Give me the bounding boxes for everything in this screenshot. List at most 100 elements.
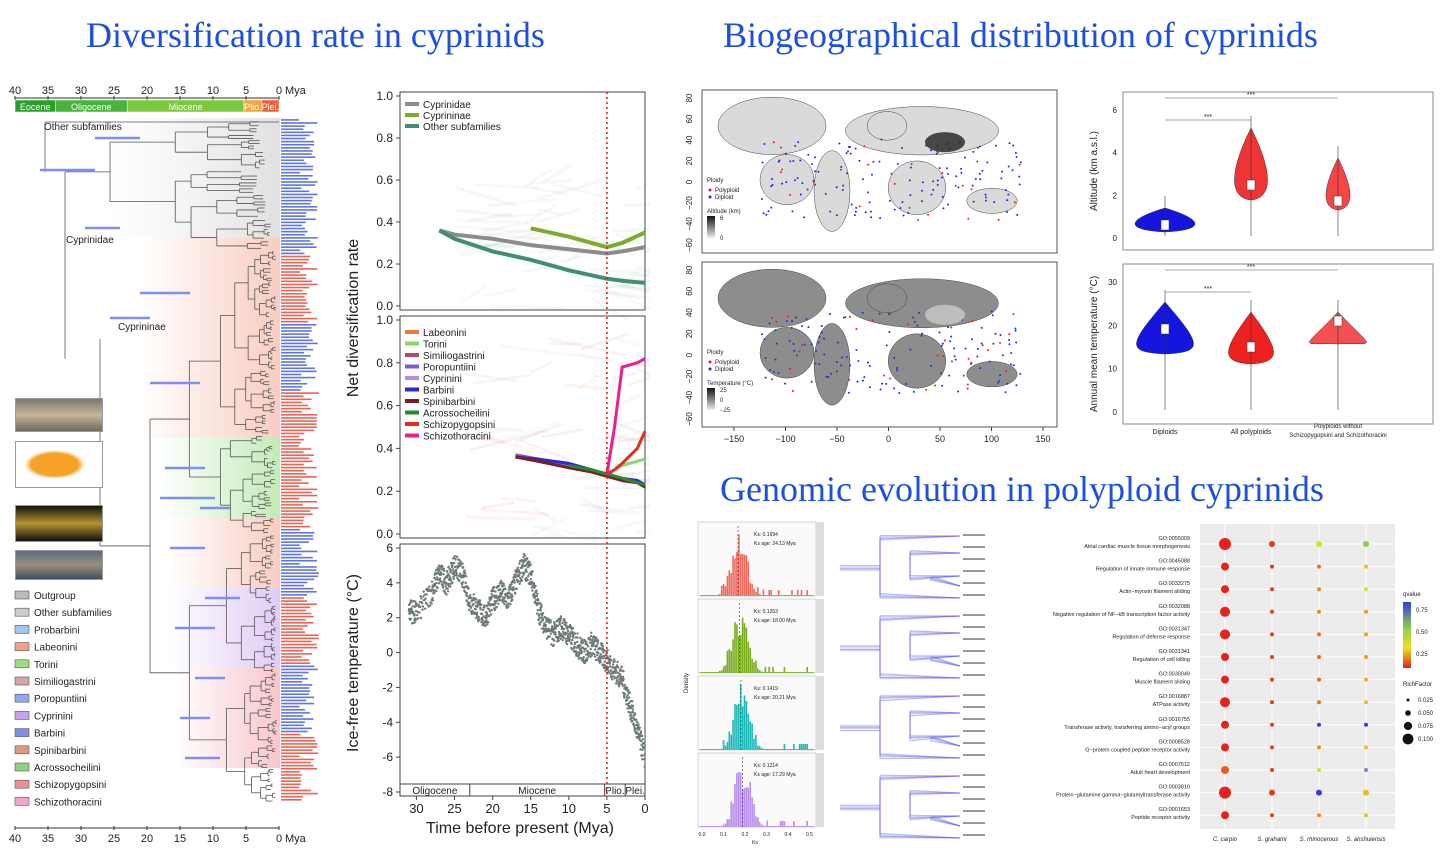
density-bar (719, 749, 721, 750)
density-x-tick: 0.2 (742, 832, 749, 838)
legend-swatch (15, 746, 29, 754)
density-bar (787, 749, 789, 750)
violin-y-tick: 30 (1108, 278, 1117, 287)
density-bar (770, 749, 772, 750)
tip-label-mark (281, 166, 313, 168)
occurrence-point (942, 196, 944, 198)
legend-swatch (15, 677, 29, 685)
density-bar (768, 667, 770, 673)
occurrence-point (778, 161, 780, 163)
occurrence-point (768, 210, 770, 212)
density-bar (742, 706, 744, 750)
gene-tree-tip-label (963, 582, 985, 584)
qvalue-scale (1403, 602, 1411, 668)
density-bar (708, 749, 710, 750)
occurrence-point (986, 161, 988, 163)
temperature-point (573, 646, 575, 648)
y-tick-label: 0.4 (376, 215, 393, 229)
temperature-point (464, 572, 466, 574)
uncertainty-trace (625, 203, 650, 205)
latitude-tick-label: 60 (685, 114, 694, 123)
violin-y-tick: 20 (1108, 321, 1117, 330)
density-bar (713, 749, 715, 750)
temperature-point (510, 583, 512, 585)
occurrence-point (934, 385, 936, 387)
tip-label-mark (281, 249, 300, 251)
temperature-point (562, 639, 564, 641)
temperature-point (584, 662, 586, 664)
occurrence-point (1007, 194, 1009, 196)
temperature-point (443, 570, 445, 572)
tip-label-mark (281, 731, 308, 733)
density-strip (816, 599, 824, 673)
tip-label-mark (281, 296, 305, 298)
density-bar (721, 826, 723, 827)
temperature-point (587, 645, 589, 647)
density-bar (740, 635, 742, 673)
density-bar (787, 595, 789, 596)
density-bar (768, 749, 770, 750)
occurrence-point (880, 138, 882, 140)
temperature-point (538, 617, 540, 619)
temperature-point (643, 758, 645, 760)
temperature-point (574, 641, 576, 643)
temperature-point (461, 583, 463, 585)
density-bar (708, 595, 710, 596)
title-genomic: Genomic evolution in polyploid cyprinids (720, 468, 1324, 510)
gene-tree-trace (840, 776, 960, 838)
go-dot (1316, 790, 1322, 796)
density-bar (782, 821, 784, 827)
density-bar (780, 821, 782, 827)
occurrence-point (976, 356, 978, 358)
occurrence-point (794, 179, 796, 181)
occurrence-point (855, 328, 857, 330)
go-dot (1270, 700, 1274, 704)
tip-label-mark (281, 548, 301, 550)
temperature-point (622, 670, 624, 672)
tip-label-mark (281, 569, 316, 571)
occurrence-point (769, 369, 771, 371)
temperature-point (479, 599, 481, 601)
occurrence-point (770, 207, 772, 209)
legend-swatch (15, 643, 29, 651)
tip-label-mark (281, 641, 312, 643)
tip-label-mark (281, 516, 304, 518)
occurrence-point (979, 173, 981, 175)
temperature-point (626, 686, 628, 688)
tip-label-mark (281, 560, 317, 562)
go-term-id: GO:0033275 (1159, 581, 1191, 587)
density-bar (736, 552, 738, 596)
tip-label-mark (281, 361, 306, 363)
occurrence-point (817, 171, 819, 173)
go-term-name: Transferase activity, transferring amino… (1064, 725, 1190, 731)
tip-label-mark (281, 631, 305, 633)
continent-shape (867, 112, 907, 141)
temperature-point (609, 665, 611, 667)
legend-swatch (15, 797, 29, 805)
temperature-point (619, 668, 621, 670)
density-bar (787, 672, 789, 673)
occurrence-point (894, 183, 896, 185)
temperature-point (563, 628, 565, 630)
density-bar (780, 672, 782, 673)
density-bar (806, 744, 808, 750)
continent-shape (718, 97, 826, 154)
go-dot (1317, 700, 1321, 704)
occurrence-point (970, 362, 972, 364)
occurrence-point (932, 189, 934, 191)
longitude-tick-label: −150 (724, 434, 744, 444)
tree-scale-tick: 25 (108, 85, 120, 97)
temperature-point (465, 575, 467, 577)
density-bar (746, 555, 748, 596)
go-dot (1364, 700, 1368, 704)
temperature-point (468, 609, 470, 611)
occurrence-point (1018, 176, 1020, 178)
y-tick-label: 0.0 (376, 299, 393, 313)
temperature-point (590, 648, 592, 650)
tip-label-mark (281, 380, 301, 382)
density-bar (742, 618, 744, 673)
occurrence-point (957, 390, 959, 392)
temperature-point (523, 572, 525, 574)
